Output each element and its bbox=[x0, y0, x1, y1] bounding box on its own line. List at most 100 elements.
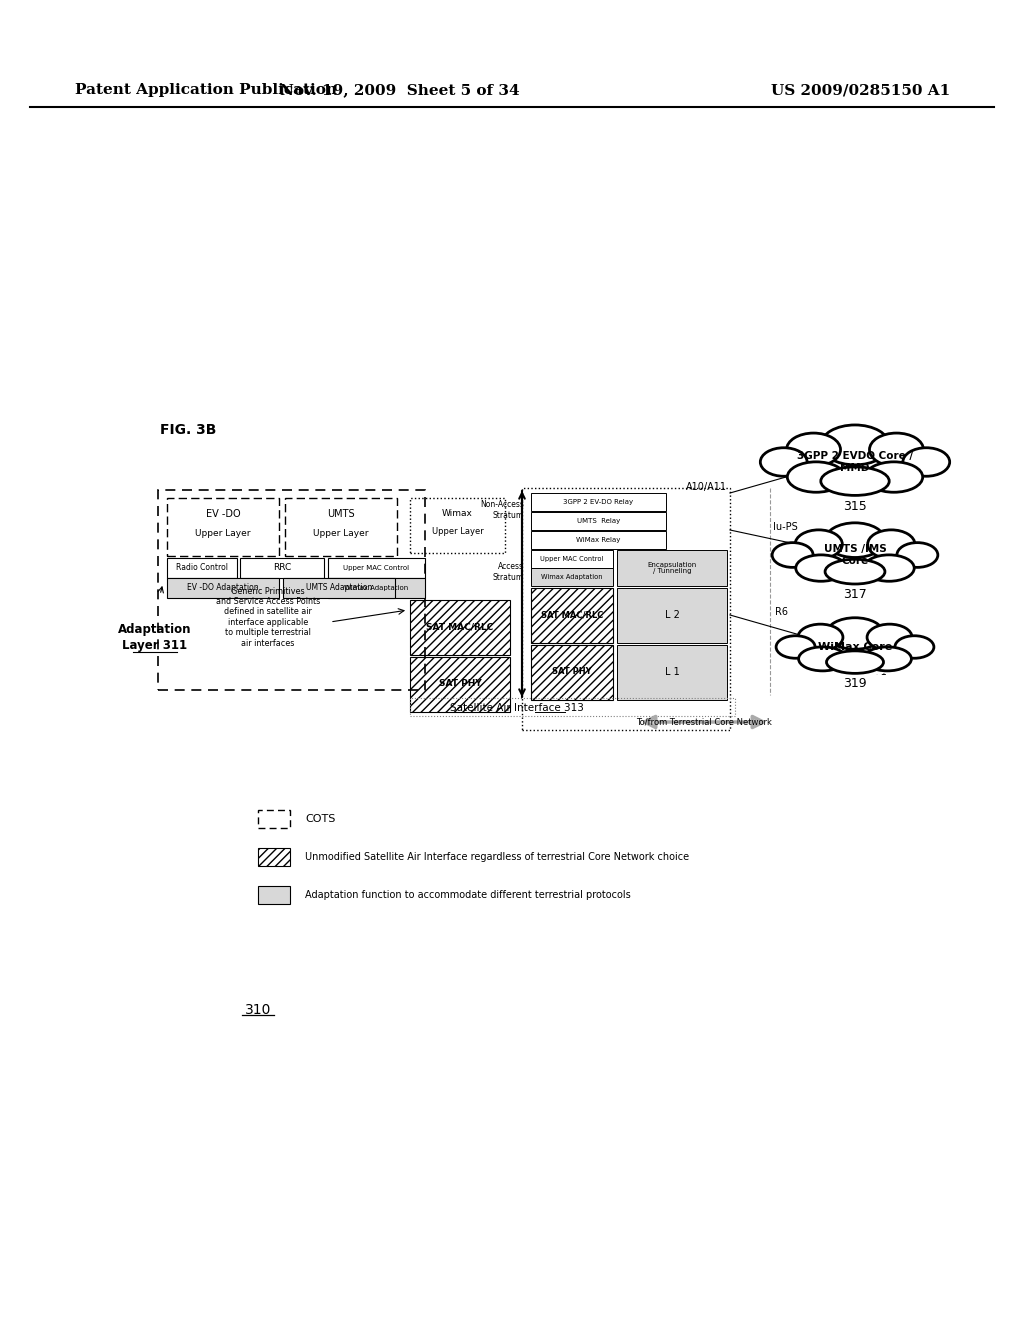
Text: Layer 311: Layer 311 bbox=[123, 639, 187, 652]
Bar bbox=[531, 550, 613, 568]
Text: Upper MAC Control: Upper MAC Control bbox=[343, 565, 410, 572]
Bar bbox=[240, 558, 324, 578]
Ellipse shape bbox=[786, 433, 841, 466]
Text: 319: 319 bbox=[843, 677, 866, 690]
Bar bbox=[258, 886, 290, 904]
Bar bbox=[283, 578, 395, 598]
Ellipse shape bbox=[796, 554, 846, 581]
Bar bbox=[410, 698, 735, 715]
Text: FIG. 3B: FIG. 3B bbox=[160, 422, 216, 437]
Text: Radio Control: Radio Control bbox=[176, 564, 228, 573]
Text: SAT MAC/RLC: SAT MAC/RLC bbox=[541, 610, 603, 619]
Ellipse shape bbox=[783, 424, 927, 500]
Ellipse shape bbox=[867, 624, 912, 651]
Text: Upper Layer: Upper Layer bbox=[432, 527, 483, 536]
Bar bbox=[617, 587, 727, 643]
Text: US 2009/0285150 A1: US 2009/0285150 A1 bbox=[771, 83, 950, 96]
Bar bbox=[258, 847, 290, 866]
Bar bbox=[167, 558, 237, 578]
Text: UMTS /IMS
Core: UMTS /IMS Core bbox=[823, 544, 887, 566]
Bar bbox=[617, 645, 727, 700]
Ellipse shape bbox=[760, 447, 807, 477]
Ellipse shape bbox=[798, 624, 843, 651]
Text: 315: 315 bbox=[843, 500, 867, 513]
Text: A10/A11: A10/A11 bbox=[685, 482, 726, 492]
Text: 317: 317 bbox=[843, 587, 867, 601]
Text: 3GPP 2 EVDO Core /
MMD: 3GPP 2 EVDO Core / MMD bbox=[797, 451, 913, 473]
Text: Wimax: Wimax bbox=[442, 508, 473, 517]
Text: Satellite Air Interface 313: Satellite Air Interface 313 bbox=[450, 704, 584, 713]
Bar bbox=[167, 498, 279, 556]
Ellipse shape bbox=[826, 651, 884, 673]
Ellipse shape bbox=[795, 529, 843, 558]
Text: RRC: RRC bbox=[272, 564, 291, 573]
Bar bbox=[410, 498, 505, 553]
Text: Iu-PS: Iu-PS bbox=[773, 521, 798, 532]
Text: Nov. 19, 2009  Sheet 5 of 34: Nov. 19, 2009 Sheet 5 of 34 bbox=[281, 83, 520, 96]
Ellipse shape bbox=[825, 523, 885, 557]
Text: L 1: L 1 bbox=[665, 667, 679, 677]
Text: Upper Layer: Upper Layer bbox=[196, 529, 251, 539]
Ellipse shape bbox=[864, 554, 914, 581]
Ellipse shape bbox=[787, 462, 845, 492]
Ellipse shape bbox=[903, 447, 949, 477]
Bar bbox=[617, 550, 727, 586]
Text: Non-Access
Stratum: Non-Access Stratum bbox=[480, 500, 524, 520]
Text: L 2: L 2 bbox=[665, 610, 680, 620]
Text: To/from Terrestrial Core Network: To/from Terrestrial Core Network bbox=[636, 718, 772, 726]
Ellipse shape bbox=[821, 425, 889, 465]
Bar bbox=[531, 568, 613, 586]
Text: 310: 310 bbox=[245, 1003, 271, 1016]
Ellipse shape bbox=[867, 529, 914, 558]
Text: Unmodified Satellite Air Interface regardless of terrestrial Core Network choice: Unmodified Satellite Air Interface regar… bbox=[305, 851, 689, 862]
Ellipse shape bbox=[897, 543, 938, 568]
Bar bbox=[522, 488, 730, 730]
Text: SAT MAC/RLC: SAT MAC/RLC bbox=[426, 623, 494, 631]
Text: Upper MAC Control: Upper MAC Control bbox=[541, 556, 604, 562]
Text: R6: R6 bbox=[775, 607, 788, 616]
Bar bbox=[531, 512, 666, 531]
Bar bbox=[167, 578, 279, 598]
Text: Patent Application Publication: Patent Application Publication bbox=[75, 83, 337, 96]
Text: SAT PHY: SAT PHY bbox=[552, 668, 592, 676]
Ellipse shape bbox=[795, 616, 915, 677]
Ellipse shape bbox=[826, 618, 884, 649]
Bar bbox=[158, 490, 425, 690]
Text: EV -DO: EV -DO bbox=[206, 510, 241, 519]
Text: Adaptation: Adaptation bbox=[118, 623, 191, 636]
Ellipse shape bbox=[799, 647, 847, 671]
Text: Access
Stratum: Access Stratum bbox=[493, 562, 524, 582]
Bar bbox=[531, 492, 666, 511]
Ellipse shape bbox=[772, 543, 813, 568]
Text: UMTS Adaptation: UMTS Adaptation bbox=[306, 583, 372, 593]
Ellipse shape bbox=[869, 433, 924, 466]
Ellipse shape bbox=[895, 636, 934, 659]
Text: EV -DO Adaptation: EV -DO Adaptation bbox=[187, 583, 259, 593]
Bar bbox=[328, 558, 425, 578]
Text: COTS: COTS bbox=[305, 814, 336, 824]
Text: L 1: L 1 bbox=[872, 667, 887, 677]
Text: SAT PHY: SAT PHY bbox=[438, 680, 481, 689]
Bar bbox=[531, 587, 613, 643]
Bar bbox=[531, 645, 613, 700]
Text: Wimax Adaptation: Wimax Adaptation bbox=[344, 585, 409, 591]
Ellipse shape bbox=[825, 560, 885, 583]
Text: Adaptation function to accommodate different terrestrial protocols: Adaptation function to accommodate diffe… bbox=[305, 890, 631, 900]
Ellipse shape bbox=[821, 467, 889, 495]
Ellipse shape bbox=[863, 647, 911, 671]
Bar bbox=[410, 601, 510, 655]
Bar bbox=[410, 657, 510, 711]
Text: WiMax Core: WiMax Core bbox=[818, 642, 892, 652]
Ellipse shape bbox=[865, 462, 923, 492]
Text: Generic Primitives
and Service Access Points
defined in satellite air
interface : Generic Primitives and Service Access Po… bbox=[216, 586, 321, 648]
Ellipse shape bbox=[792, 521, 918, 587]
Bar bbox=[328, 578, 425, 598]
Text: Wimax Adaptation: Wimax Adaptation bbox=[542, 574, 603, 579]
Ellipse shape bbox=[776, 636, 815, 659]
Text: WiMax Relay: WiMax Relay bbox=[577, 537, 621, 543]
Bar bbox=[531, 531, 666, 549]
Text: Upper Layer: Upper Layer bbox=[313, 529, 369, 539]
Text: Encapsulation
/ Tunneling: Encapsulation / Tunneling bbox=[647, 561, 696, 574]
Text: UMTS: UMTS bbox=[328, 510, 354, 519]
Text: 3GPP 2 EV-DO Relay: 3GPP 2 EV-DO Relay bbox=[563, 499, 634, 506]
